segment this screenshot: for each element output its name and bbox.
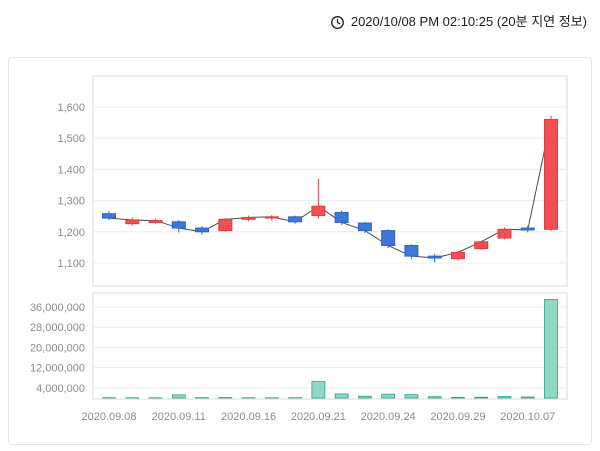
stock-chart-svg: 1,600 1,500 1,400 1,300 1,200 1,100 36,000,000… bbox=[30, 75, 568, 423]
price-axis-label: 1,300 bbox=[57, 196, 85, 208]
volume-axis-label: 4,000,000 bbox=[36, 383, 85, 395]
volume-bar bbox=[451, 396, 465, 399]
volume-axis-label: 12,000,000 bbox=[30, 363, 85, 375]
quote-timestamp: 2020/10/08 PM 02:10:25 (20분 지연 정보) bbox=[330, 14, 587, 30]
timestamp-text: 2020/10/08 PM 02:10:25 (20분 지연 정보) bbox=[350, 14, 587, 29]
volume-bar bbox=[171, 394, 186, 399]
volume-bar bbox=[404, 394, 419, 399]
volume-bar bbox=[520, 396, 535, 399]
price-plot-frame bbox=[92, 75, 568, 287]
volume-axis-label: 28,000,000 bbox=[30, 322, 85, 334]
candle-body bbox=[218, 218, 233, 232]
candle-body bbox=[357, 222, 372, 232]
price-axis-label: 1,100 bbox=[57, 258, 85, 270]
volume-bar bbox=[357, 395, 372, 399]
candle-body bbox=[171, 221, 186, 229]
candle-body bbox=[450, 251, 465, 260]
date-label: 2020.09.08 bbox=[81, 411, 136, 423]
volume-bar bbox=[497, 396, 512, 399]
candle-body bbox=[311, 205, 326, 217]
candle-body bbox=[241, 216, 256, 220]
volume-bar bbox=[544, 299, 558, 399]
date-label: 2020.09.11 bbox=[152, 411, 206, 423]
date-label: 2020.09.24 bbox=[361, 411, 416, 423]
chart-panel: 1,600 1,500 1,400 1,300 1,200 1,100 36,000,000… bbox=[8, 57, 592, 445]
candle-body bbox=[195, 227, 210, 233]
volume-plot-frame bbox=[92, 292, 568, 400]
volume-axis-label: 36,000,000 bbox=[30, 302, 85, 314]
clock-icon bbox=[330, 15, 344, 29]
price-axis-label: 1,500 bbox=[57, 133, 85, 145]
candle-body bbox=[474, 241, 489, 250]
volume-bar bbox=[218, 397, 233, 399]
candle-body bbox=[288, 216, 303, 223]
candle-body bbox=[497, 228, 512, 239]
volume-bar bbox=[427, 396, 442, 399]
candle-body bbox=[404, 245, 419, 257]
candle-body bbox=[381, 230, 396, 247]
volume-bar bbox=[474, 396, 489, 399]
candle-body bbox=[102, 213, 116, 219]
candle-body bbox=[334, 211, 349, 223]
date-label: 2020.09.29 bbox=[430, 411, 485, 423]
candle-body bbox=[125, 219, 140, 225]
candle-body bbox=[520, 227, 535, 231]
volume-bar bbox=[311, 381, 326, 399]
price-axis-label: 1,600 bbox=[57, 102, 85, 114]
candle-body bbox=[148, 220, 163, 223]
volume-axis-label: 20,000,000 bbox=[30, 342, 85, 354]
volume-bar bbox=[381, 393, 396, 399]
volume-bar bbox=[334, 393, 349, 399]
price-axis-label: 1,400 bbox=[57, 164, 85, 176]
candle-body bbox=[264, 216, 279, 219]
candle-body bbox=[544, 118, 558, 230]
date-label: 2020.09.16 bbox=[221, 411, 276, 423]
date-label: 2020.10.07 bbox=[500, 411, 555, 423]
candle-body bbox=[427, 255, 442, 259]
date-label: 2020.09.21 bbox=[291, 411, 346, 423]
price-axis-label: 1,200 bbox=[57, 227, 85, 239]
